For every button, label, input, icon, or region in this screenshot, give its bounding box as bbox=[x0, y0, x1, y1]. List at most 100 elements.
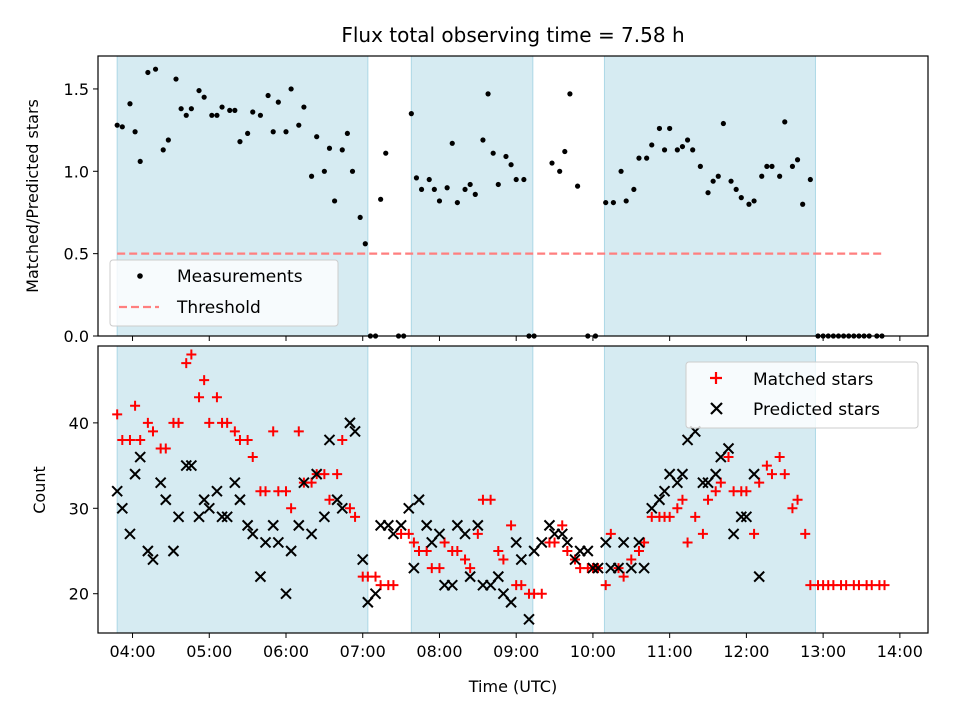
matched-star-point bbox=[677, 494, 688, 505]
predicted-star-point bbox=[318, 511, 331, 523]
matched-star-point bbox=[268, 426, 279, 437]
predicted-star-point bbox=[198, 494, 210, 506]
measurement-point bbox=[308, 173, 315, 179]
top-y-axis-label: Matched/Predicted stars bbox=[23, 99, 42, 293]
measurement-point bbox=[408, 111, 414, 117]
matched-star-point bbox=[403, 528, 414, 539]
matched-star-point bbox=[549, 537, 560, 548]
measurement-point bbox=[684, 137, 691, 143]
measurement-point bbox=[495, 181, 501, 188]
matched-star-point bbox=[204, 417, 215, 428]
matched-star-point bbox=[779, 469, 790, 480]
measurement-point bbox=[513, 176, 519, 183]
matched-star-point bbox=[337, 434, 348, 445]
measurement-point bbox=[720, 120, 726, 127]
predicted-star-point bbox=[267, 519, 279, 532]
matched-star-point bbox=[557, 520, 568, 531]
predicted-star-point bbox=[753, 570, 765, 583]
predicted-star-point bbox=[408, 562, 420, 574]
matched-star-point bbox=[280, 486, 291, 497]
matched-star-point bbox=[260, 486, 271, 497]
legend-matched-label: Matched stars bbox=[753, 370, 873, 390]
y-tick-label: 20 bbox=[69, 585, 89, 604]
matched-star-point bbox=[306, 477, 317, 488]
measurement-point bbox=[567, 91, 573, 97]
predicted-star-point bbox=[211, 485, 223, 497]
measurement-point bbox=[674, 147, 680, 153]
shaded-interval bbox=[116, 345, 369, 634]
predicted-star-point bbox=[569, 553, 581, 566]
predicted-star-point bbox=[142, 545, 154, 557]
measurement-point bbox=[413, 175, 420, 181]
x-tick-label: 04:00 bbox=[109, 642, 155, 661]
measurement-point bbox=[759, 173, 765, 179]
predicted-star-point bbox=[331, 494, 343, 506]
matched-star-point bbox=[319, 469, 330, 480]
measurement-point bbox=[480, 137, 486, 143]
predicted-star-point bbox=[259, 536, 272, 549]
measurement-point bbox=[764, 163, 770, 169]
matched-star-point bbox=[766, 469, 777, 480]
measurement-point bbox=[339, 147, 345, 153]
matched-star-point bbox=[664, 511, 675, 522]
measurement-point bbox=[462, 186, 468, 193]
predicted-star-point bbox=[727, 528, 740, 540]
matched-star-point bbox=[135, 434, 146, 445]
matched-star-point bbox=[434, 563, 445, 574]
measurement-point bbox=[574, 183, 581, 189]
measurement-point bbox=[227, 107, 233, 113]
matched-star-point bbox=[247, 452, 258, 463]
bottom-y-ticks: 20 30 40 bbox=[69, 414, 98, 604]
predicted-star-point bbox=[241, 519, 254, 532]
top-panel: 0.0 0.5 1.0 1.5 Matched/Predicted stars Mea… bbox=[23, 55, 929, 346]
measurement-point bbox=[444, 185, 450, 191]
measurement-point bbox=[508, 162, 514, 168]
matched-star-point bbox=[452, 546, 463, 556]
matched-star-point bbox=[723, 452, 734, 463]
matched-star-point bbox=[682, 537, 693, 548]
bottom-x-ticks: 04:00 05:00 06:00 07:00 08:00 09:00 10:00 11:00… bbox=[109, 633, 923, 661]
y-tick-label: 1.0 bbox=[64, 162, 89, 181]
predicted-star-point bbox=[735, 511, 747, 523]
predicted-star-point bbox=[709, 468, 722, 480]
matched-star-point bbox=[605, 528, 616, 539]
predicted-star-point bbox=[459, 528, 471, 540]
measurement-point bbox=[362, 241, 368, 247]
matched-star-point bbox=[324, 494, 335, 505]
measurement-point bbox=[137, 158, 143, 165]
matched-star-point bbox=[633, 546, 644, 556]
predicted-star-point bbox=[515, 553, 528, 566]
matched-star-point bbox=[370, 571, 381, 582]
matched-star-point bbox=[618, 571, 629, 582]
predicted-star-point bbox=[216, 511, 228, 523]
matched-star-point bbox=[465, 563, 476, 574]
predicted-star-point bbox=[510, 536, 522, 549]
measurement-point bbox=[119, 124, 125, 130]
matched-star-point bbox=[332, 469, 343, 480]
shaded-interval bbox=[410, 55, 534, 337]
x-tick-label: 11:00 bbox=[647, 642, 693, 661]
measurement-point bbox=[344, 130, 350, 137]
measurement-point bbox=[789, 163, 796, 169]
predicted-star-point bbox=[305, 528, 318, 540]
predicted-star-point bbox=[722, 442, 735, 455]
measurement-point bbox=[178, 106, 184, 112]
measurements-points bbox=[114, 66, 885, 339]
measurement-point bbox=[623, 198, 629, 204]
legend-measurements-label: Measurements bbox=[177, 267, 303, 287]
measurement-point bbox=[232, 107, 238, 113]
matched-star-point bbox=[421, 546, 432, 556]
predicted-star-point bbox=[172, 511, 185, 523]
measurement-point bbox=[472, 191, 478, 197]
measurement-point bbox=[603, 199, 609, 206]
matched-star-point bbox=[112, 409, 123, 420]
predicted-star-point bbox=[523, 613, 535, 626]
predicted-star-point bbox=[543, 519, 556, 532]
predicted-star-point bbox=[420, 519, 433, 532]
matched-star-point bbox=[388, 580, 399, 591]
measurement-point bbox=[152, 66, 159, 72]
matched-star-point bbox=[186, 349, 197, 360]
predicted-star-point bbox=[272, 536, 285, 549]
x-tick-label: 06:00 bbox=[263, 642, 309, 661]
